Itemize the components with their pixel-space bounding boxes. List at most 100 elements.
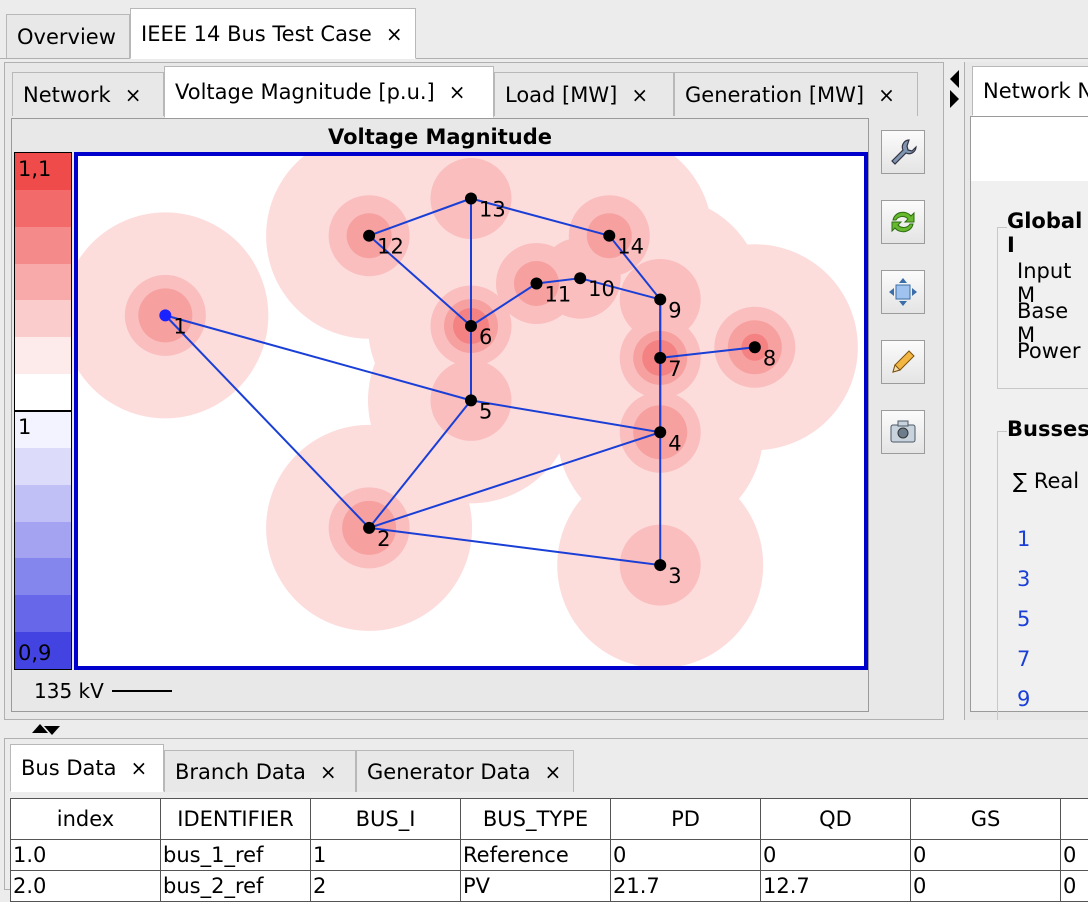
column-header[interactable]: index: [11, 799, 161, 840]
global-group-title: Global I: [1007, 209, 1088, 257]
bus-node[interactable]: [654, 559, 666, 571]
close-icon[interactable]: ×: [320, 760, 337, 784]
close-icon[interactable]: ×: [386, 22, 403, 46]
fit-view-button[interactable]: [881, 270, 925, 314]
close-icon[interactable]: ×: [449, 80, 466, 104]
tab-generation[interactable]: Generation [MW] ×: [674, 72, 918, 116]
table-cell[interactable]: 0: [911, 840, 1061, 871]
column-header[interactable]: [1061, 799, 1088, 840]
voltage-legend: 1,1 1 0,9: [14, 152, 72, 670]
right-content: Global I Input M Base M Power Busses ∑ R…: [970, 116, 1088, 712]
table-cell[interactable]: 0: [1061, 871, 1088, 902]
bus-node[interactable]: [654, 352, 666, 364]
close-icon[interactable]: ×: [130, 756, 147, 780]
column-header[interactable]: QD: [761, 799, 911, 840]
legend-band: [15, 264, 71, 301]
table-cell[interactable]: 0: [1061, 840, 1088, 871]
table-cell[interactable]: 0: [911, 871, 1061, 902]
table-cell[interactable]: bus_2_ref: [161, 871, 311, 902]
close-icon[interactable]: ×: [878, 83, 895, 107]
bus-node[interactable]: [654, 293, 666, 305]
tab-network[interactable]: Network ×: [12, 72, 164, 116]
bus-link-7[interactable]: 7: [1017, 647, 1030, 671]
bus-node[interactable]: [363, 230, 375, 242]
tab-generator-data[interactable]: Generator Data ×: [356, 750, 574, 792]
close-icon[interactable]: ×: [544, 760, 561, 784]
bus-node[interactable]: [363, 522, 375, 534]
bus-data-table[interactable]: index IDENTIFIER BUS_I BUS_TYPE PD QD GS…: [10, 798, 1088, 902]
collapse-left-icon[interactable]: [950, 70, 959, 88]
collapse-down-icon[interactable]: [44, 726, 60, 735]
power-label: Power: [1017, 339, 1081, 363]
tab-ieee14[interactable]: IEEE 14 Bus Test Case ×: [130, 8, 416, 59]
branch-line[interactable]: [165, 315, 369, 528]
table-cell[interactable]: 0: [611, 840, 761, 871]
legend-max-label: 1,1: [18, 157, 51, 181]
column-header[interactable]: BUS_TYPE: [461, 799, 611, 840]
bus-node[interactable]: [749, 341, 761, 353]
pencil-icon: [887, 346, 919, 378]
table-cell[interactable]: Reference: [461, 840, 611, 871]
tab-network-notes-label: Network N: [983, 79, 1088, 103]
table-row[interactable]: 2.0 bus_2_ref 2 PV 21.7 12.7 0 0: [11, 871, 1088, 902]
bus-node[interactable]: [603, 230, 615, 242]
bus-node[interactable]: [465, 394, 477, 406]
close-icon[interactable]: ×: [125, 83, 142, 107]
bus-label: 1: [173, 314, 186, 338]
tab-bus-data-label: Bus Data: [21, 756, 116, 780]
bus-link-1[interactable]: 1: [1017, 527, 1030, 551]
refresh-button[interactable]: [881, 200, 925, 244]
table-cell[interactable]: 12.7: [761, 871, 911, 902]
tab-ieee14-label: IEEE 14 Bus Test Case: [141, 22, 372, 46]
table-cell[interactable]: PV: [461, 871, 611, 902]
table-cell[interactable]: 2: [311, 871, 461, 902]
bus-node[interactable]: [531, 278, 543, 290]
tab-load[interactable]: Load [MW] ×: [494, 72, 674, 116]
bus-label: 4: [668, 431, 681, 455]
bus-label: 7: [668, 357, 681, 381]
bus-node[interactable]: [159, 309, 171, 321]
legend-band: [15, 522, 71, 559]
tab-branch-data[interactable]: Branch Data ×: [164, 750, 356, 792]
bus-link-9[interactable]: 9: [1017, 687, 1030, 711]
legend-min-label: 0,9: [18, 641, 51, 665]
close-icon[interactable]: ×: [631, 83, 648, 107]
snapshot-button[interactable]: [881, 410, 925, 454]
table-cell[interactable]: 1: [311, 840, 461, 871]
table-row[interactable]: 1.0 bus_1_ref 1 Reference 0 0 0 0: [11, 840, 1088, 871]
legend-band: [15, 595, 71, 632]
settings-button[interactable]: [881, 130, 925, 174]
table-cell[interactable]: 2.0: [11, 871, 161, 902]
bus-node[interactable]: [465, 193, 477, 205]
bus-node[interactable]: [465, 320, 477, 332]
horizontal-splitter[interactable]: [0, 720, 1088, 738]
collapse-right-icon[interactable]: [950, 90, 959, 108]
refresh-icon: [887, 206, 919, 238]
bus-label: 14: [617, 235, 644, 259]
legend-band: [15, 227, 71, 264]
edit-button[interactable]: [881, 340, 925, 384]
column-header[interactable]: BUS_I: [311, 799, 461, 840]
map-title: Voltage Magnitude: [12, 125, 868, 149]
column-header[interactable]: GS: [911, 799, 1061, 840]
vertical-splitter[interactable]: [944, 62, 964, 720]
bus-link-5[interactable]: 5: [1017, 607, 1030, 631]
table-cell[interactable]: 0: [761, 840, 911, 871]
camera-icon: [887, 416, 919, 448]
table-cell[interactable]: bus_1_ref: [161, 840, 311, 871]
bus-label: 11: [545, 283, 572, 307]
bus-node[interactable]: [574, 272, 586, 284]
column-header[interactable]: PD: [611, 799, 761, 840]
bus-link-3[interactable]: 3: [1017, 567, 1030, 591]
bus-node[interactable]: [654, 426, 666, 438]
tab-network-notes[interactable]: Network N: [972, 66, 1088, 116]
column-header[interactable]: IDENTIFIER: [161, 799, 311, 840]
tab-overview[interactable]: Overview: [6, 14, 130, 58]
table-cell[interactable]: 21.7: [611, 871, 761, 902]
legend-band: [15, 337, 71, 374]
tab-bus-data[interactable]: Bus Data ×: [10, 744, 164, 792]
table-cell[interactable]: 1.0: [11, 840, 161, 871]
tab-voltage-magnitude[interactable]: Voltage Magnitude [p.u.] ×: [164, 66, 494, 118]
